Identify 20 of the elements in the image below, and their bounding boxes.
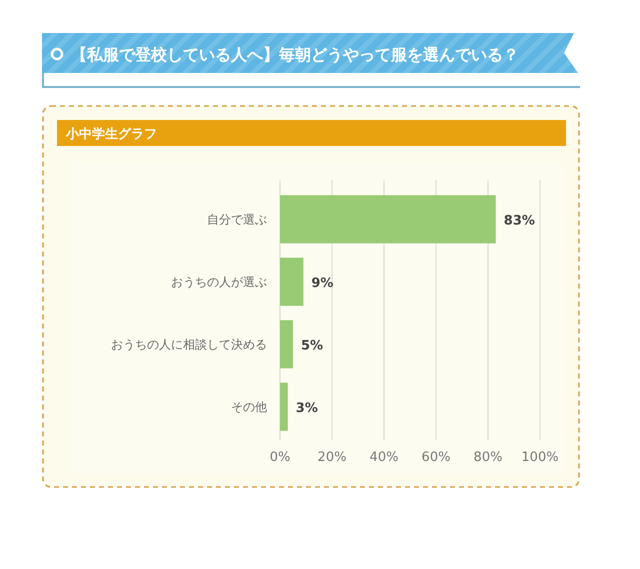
data-label: 9% bbox=[311, 276, 334, 291]
bar bbox=[280, 382, 288, 431]
data-label: 83% bbox=[504, 213, 535, 228]
y-tick-label: その他 bbox=[231, 400, 267, 414]
y-tick-label: おうちの人に相談して決める bbox=[111, 337, 267, 352]
x-tick-label: 60% bbox=[422, 450, 450, 465]
data-label: 3% bbox=[296, 400, 318, 416]
x-tick-label: 40% bbox=[370, 450, 398, 465]
data-label: 5% bbox=[301, 338, 324, 354]
chart-title: 【私服で登校している人へ】毎朝どうやって服を選んでいる？ bbox=[71, 45, 519, 64]
x-tick-label: 80% bbox=[474, 450, 502, 465]
bar bbox=[280, 195, 496, 244]
bar bbox=[280, 320, 293, 368]
x-tick-label: 20% bbox=[318, 450, 346, 465]
text: 小中学生グラフ bbox=[65, 127, 157, 142]
y-tick-label: 自分で選ぶ bbox=[207, 212, 267, 226]
x-tick-label: 100% bbox=[521, 450, 559, 465]
y-tick-label: おうちの人が選ぶ bbox=[171, 274, 267, 289]
bar bbox=[280, 258, 304, 306]
x-tick-label: 0% bbox=[270, 450, 290, 465]
